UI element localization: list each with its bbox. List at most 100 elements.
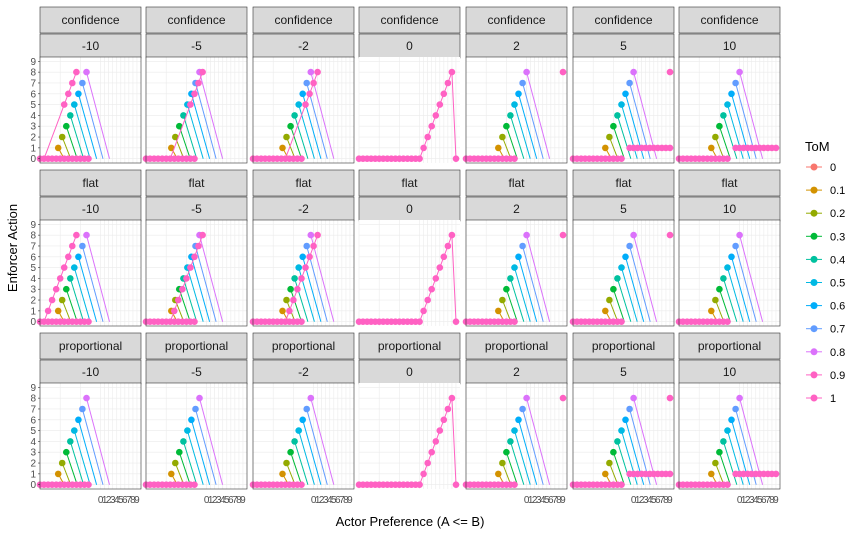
x-tick-label: 1 bbox=[741, 495, 747, 506]
data-point bbox=[58, 133, 66, 141]
facet-strip-bias bbox=[39, 33, 142, 59]
data-point bbox=[303, 79, 311, 87]
data-point bbox=[420, 144, 427, 152]
x-tick-label: 6 bbox=[228, 495, 234, 506]
data-point bbox=[732, 242, 739, 250]
facet-panel-confidence-0: confidence 0 bbox=[355, 6, 461, 163]
series-line bbox=[199, 234, 224, 322]
data-point bbox=[618, 427, 625, 434]
data-point bbox=[183, 275, 190, 282]
facet-strip-method bbox=[252, 169, 355, 197]
data-point bbox=[523, 68, 530, 76]
y-tick-label: 7 bbox=[30, 78, 36, 89]
x-tick-label: 4 bbox=[220, 495, 226, 506]
facet-strip-bias-label: 10 bbox=[723, 39, 737, 53]
series-line bbox=[199, 71, 224, 159]
facet-panel-flat--2: flat -2 bbox=[249, 169, 355, 327]
x-tick-label: 3 bbox=[110, 495, 116, 506]
data-point bbox=[65, 253, 72, 261]
facet-strip-method bbox=[145, 6, 248, 34]
x-tick-label: 8 bbox=[556, 495, 562, 506]
facet-strip-method bbox=[39, 169, 142, 197]
series-line bbox=[608, 136, 619, 159]
data-point bbox=[432, 112, 440, 119]
series-line bbox=[509, 115, 525, 159]
data-point bbox=[71, 427, 78, 434]
data-point bbox=[428, 448, 436, 456]
facet-strip-bias-label: 0 bbox=[406, 365, 413, 379]
panel-border bbox=[39, 56, 142, 164]
series-line bbox=[522, 245, 544, 322]
legend-key-dot bbox=[810, 209, 818, 217]
facet-strip-bias bbox=[145, 359, 248, 385]
y-tick-label: 7 bbox=[30, 404, 36, 415]
y-tick-label: 4 bbox=[30, 111, 36, 122]
series-line bbox=[298, 104, 315, 159]
data-point bbox=[610, 285, 617, 293]
series-line bbox=[69, 115, 85, 159]
facet-panel-confidence--5: confidence -5 bbox=[142, 6, 248, 164]
legend-label: 0.2 bbox=[830, 208, 845, 220]
series-line bbox=[65, 126, 78, 159]
series-line bbox=[722, 278, 738, 322]
series-line bbox=[43, 71, 77, 159]
series-line bbox=[522, 408, 544, 485]
panel-background bbox=[146, 57, 247, 163]
data-point bbox=[448, 394, 456, 402]
facet-strip-method bbox=[358, 332, 461, 360]
y-tick-label: 8 bbox=[30, 231, 36, 242]
facet-strip-bias-label: -2 bbox=[298, 365, 309, 379]
data-point bbox=[63, 285, 70, 293]
data-point bbox=[724, 318, 731, 326]
series-line bbox=[616, 278, 632, 322]
data-point bbox=[614, 275, 621, 282]
series-line bbox=[501, 299, 512, 322]
legend-label: 0.8 bbox=[830, 347, 845, 359]
series-line bbox=[612, 452, 625, 485]
x-tick-label: 9 bbox=[773, 495, 779, 506]
facet-strip-bias-label: 0 bbox=[406, 202, 413, 216]
facet-strip-bias-label: -5 bbox=[191, 39, 202, 53]
y-tick-label: 1 bbox=[30, 306, 36, 317]
facet-strip-bias bbox=[572, 359, 675, 385]
y-tick-label: 6 bbox=[30, 415, 36, 426]
panel-border bbox=[678, 56, 781, 164]
data-point bbox=[291, 112, 298, 119]
series-line bbox=[86, 234, 110, 322]
data-point bbox=[444, 405, 452, 413]
data-point bbox=[287, 122, 294, 130]
panel-border bbox=[39, 219, 142, 327]
data-point bbox=[298, 155, 305, 162]
series-line bbox=[731, 256, 751, 322]
data-point bbox=[56, 275, 64, 282]
facet-strip-method bbox=[572, 169, 675, 197]
series-line bbox=[501, 462, 512, 485]
y-tick-label: 5 bbox=[30, 263, 36, 274]
panel-border bbox=[145, 56, 248, 164]
series-line bbox=[306, 408, 328, 485]
data-point bbox=[290, 296, 297, 304]
series-line bbox=[73, 267, 91, 322]
series-line bbox=[514, 104, 531, 159]
facet-strip-method bbox=[358, 6, 461, 34]
data-point bbox=[65, 90, 72, 98]
data-point bbox=[67, 112, 74, 119]
series-line bbox=[505, 126, 518, 159]
data-point bbox=[420, 470, 427, 478]
series-line bbox=[722, 441, 738, 485]
series-line bbox=[178, 452, 191, 485]
series-line bbox=[65, 289, 78, 322]
data-point bbox=[452, 155, 460, 162]
x-tick-label: 7 bbox=[126, 495, 132, 506]
legend-key-dot bbox=[810, 394, 818, 402]
series-line bbox=[190, 256, 211, 322]
legend-label: 0 bbox=[830, 162, 836, 174]
legend-key-dot bbox=[810, 232, 818, 240]
data-point bbox=[54, 307, 62, 315]
data-point bbox=[295, 264, 303, 271]
data-point bbox=[416, 318, 423, 326]
facet-strip-bias bbox=[678, 359, 781, 385]
facet-strip-bias bbox=[358, 196, 461, 222]
data-point bbox=[283, 459, 290, 467]
